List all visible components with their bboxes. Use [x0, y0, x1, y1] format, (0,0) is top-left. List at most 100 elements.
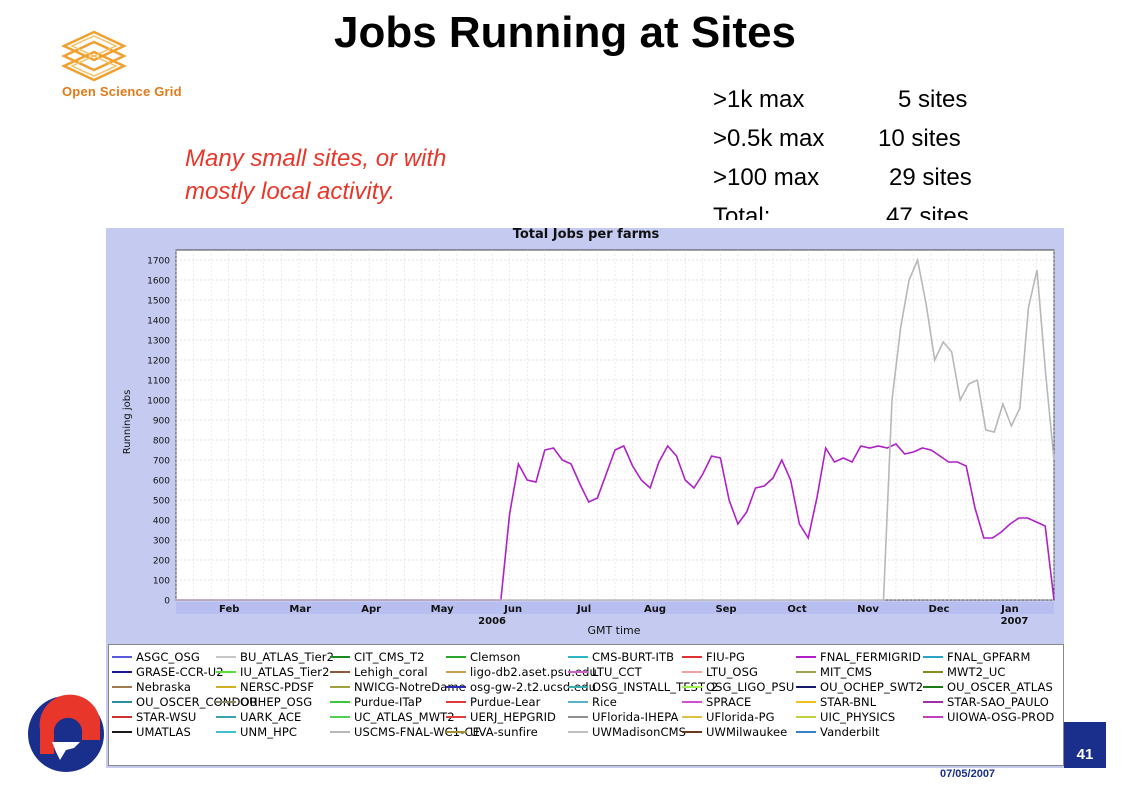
legend-label: FNAL_GPFARM [947, 650, 1031, 664]
y-tick-label: 700 [153, 457, 170, 467]
legend-label: MWT2_UC [947, 665, 1006, 679]
legend-swatch [446, 670, 466, 673]
stat-value: 29 sites [889, 164, 972, 191]
legend-label: UIOWA-OSG-PROD [947, 710, 1055, 724]
university-logo [28, 694, 104, 772]
legend-label: Purdue-Lear [470, 695, 541, 709]
logo-text: Open Science Grid [62, 84, 182, 99]
legend-item: UWMilwaukee [682, 725, 787, 743]
legend-label: OSG_INSTALL_TEST_2 [592, 680, 719, 694]
year-label: 2007 [1001, 616, 1029, 627]
legend-item: Lehigh_coral [330, 665, 428, 683]
legend-swatch [446, 655, 466, 658]
legend-swatch [330, 715, 350, 718]
y-tick-label: 0 [164, 597, 170, 607]
legend-item: UFlorida-IHEPA [568, 710, 678, 728]
stat-label: >100 max [713, 164, 820, 191]
legend-label: Nebraska [136, 680, 192, 694]
legend-label: IU_ATLAS_Tier2 [240, 665, 330, 679]
stat-label: >1k max [713, 86, 805, 113]
legend-label: osg-gw-2.t2.ucsd.edu [470, 680, 597, 694]
x-tick-label: Mar [289, 604, 311, 615]
legend-swatch [446, 700, 466, 703]
legend-label: NERSC-PDSF [240, 680, 315, 694]
legend-swatch [330, 685, 350, 688]
legend-swatch [216, 715, 236, 718]
legend-item: UWMadisonCMS [568, 725, 686, 743]
legend-swatch [796, 655, 816, 658]
legend-item: USCMS-FNAL-WC1-CE [330, 725, 480, 743]
legend-item: Purdue-Lear [446, 695, 541, 713]
legend-swatch [682, 670, 702, 673]
legend-box [108, 644, 1064, 766]
legend-label: UNM_HPC [240, 725, 298, 739]
y-tick-label: 200 [153, 557, 170, 567]
x-tick-label: May [431, 604, 454, 615]
legend-swatch [112, 715, 132, 718]
legend-label: UWMilwaukee [706, 725, 788, 739]
legend-item: CMS-BURT-ITB [568, 650, 674, 668]
page-number-block [1064, 722, 1106, 768]
legend-swatch [112, 685, 132, 688]
y-tick-label: 900 [153, 417, 170, 427]
legend-label: FNAL_FERMIGRID [820, 650, 921, 664]
legend-swatch [796, 730, 816, 733]
note-text: Many small sites, or with mostly local a… [185, 142, 565, 208]
legend-swatch [216, 730, 236, 733]
legend-item: UMATLAS [112, 725, 191, 743]
legend-swatch [682, 715, 702, 718]
legend-swatch [796, 685, 816, 688]
stat-row: >0.5k max 10 sites [713, 119, 1013, 158]
legend-swatch [568, 685, 588, 688]
stat-value: 5 sites [898, 86, 968, 113]
legend-item: Nebraska [112, 680, 191, 698]
note-line-2: mostly local activity. [185, 178, 396, 205]
chart-legend: ASGC_OSG BU_ATLAS_Tier2 CIT_CMS_T2 Clemson C… [106, 644, 1064, 768]
legend-item: FNAL_GPFARM [923, 650, 1031, 668]
page-number: 41 [1076, 746, 1094, 763]
x-axis-label: GMT time [587, 624, 640, 637]
legend-label: Vanderbilt [820, 725, 880, 739]
legend-item: NERSC-PDSF [216, 680, 314, 698]
legend-swatch [330, 700, 350, 703]
y-tick-label: 1500 [147, 297, 170, 307]
legend-label: UFlorida-IHEPA [592, 710, 679, 724]
legend-item: BU_ATLAS_Tier2 [216, 650, 334, 668]
legend-item: osg-gw-2.t2.ucsd.edu [446, 680, 596, 698]
legend-swatch [568, 715, 588, 718]
legend-label: UIC_PHYSICS [820, 710, 896, 724]
stat-label: >0.5k max [713, 125, 825, 152]
legend-item: LTU_OSG [682, 665, 758, 683]
y-tick-label: 300 [153, 537, 170, 547]
x-tick-label: Aug [644, 604, 666, 615]
legend-swatch [112, 655, 132, 658]
legend-item: UC_ATLAS_MWT2 [330, 710, 455, 728]
legend-label: NWICG-NotreDame [354, 680, 466, 694]
x-tick-label: Jun [503, 604, 522, 615]
plot-area: 0 100 200 300 400 500 600 700 800 900 1000 1100 1200… [147, 249, 1055, 627]
legend-swatch [112, 670, 132, 673]
legend-item: UNM_HPC [216, 725, 297, 743]
legend-label: UERJ_HEPGRID [470, 710, 557, 724]
y-tick-label: 1400 [147, 317, 170, 327]
x-tick-label: Feb [219, 604, 239, 615]
legend-swatch [682, 700, 702, 703]
x-tick-band [176, 602, 1054, 614]
legend-item: Clemson [446, 650, 521, 668]
legend-item: FIU-PG [682, 650, 745, 668]
legend-swatch [446, 715, 466, 718]
legend-item: ligo-db2.aset.psu.edu [446, 665, 597, 683]
legend-item: STAR-SAO_PAULO [923, 695, 1049, 713]
legend-label: ASGC_OSG [136, 650, 200, 664]
legend-item: UARK_ACE [216, 710, 301, 728]
x-tick-label: Jul [576, 604, 591, 615]
page-title: Jobs Running at Sites [333, 8, 797, 57]
legend-item: NWICG-NotreDame [330, 680, 466, 698]
chart-top-band [106, 220, 1064, 228]
series-line [176, 257, 1055, 601]
legend-label: CMS-BURT-ITB [592, 650, 675, 664]
legend-swatch [923, 700, 943, 703]
legend-item: GRASE-CCR-U2 [112, 665, 224, 683]
legend-swatch [446, 685, 466, 688]
legend-label: Purdue-ITaP [354, 695, 422, 709]
